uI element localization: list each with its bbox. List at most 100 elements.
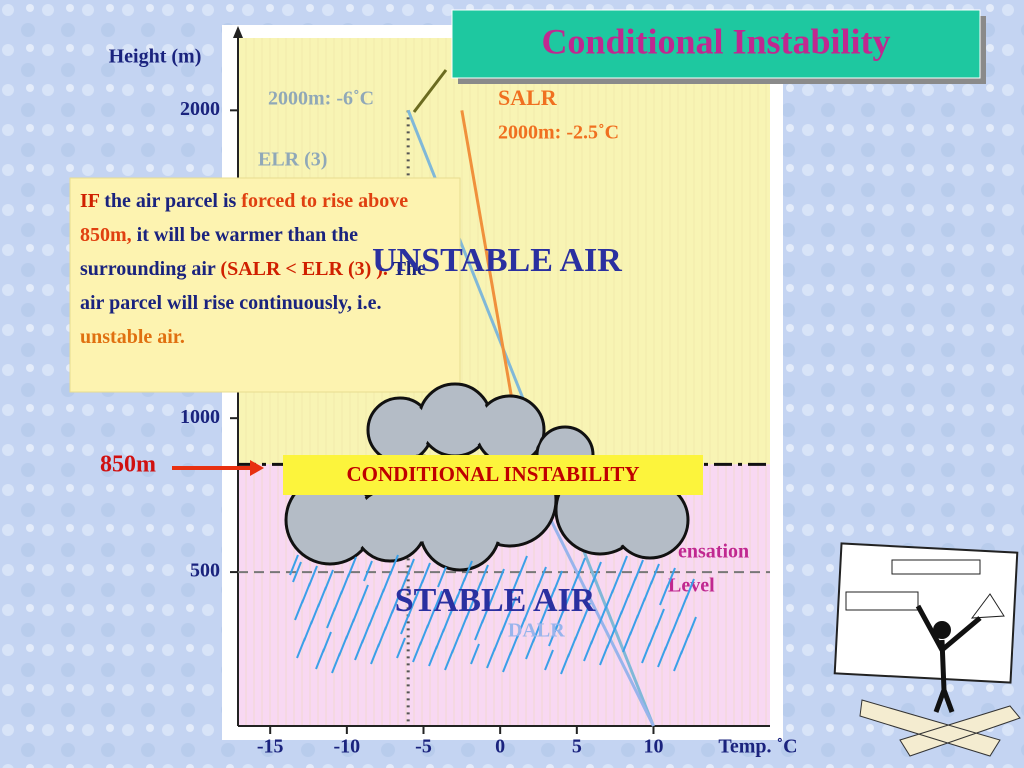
rain-streak (657, 646, 667, 668)
elr-label: ELR (3) (258, 149, 327, 171)
rain-streak (590, 623, 600, 645)
rain-streak (449, 594, 459, 616)
rain-streak (511, 572, 521, 594)
rain-streak (493, 630, 503, 652)
rain-streak (604, 589, 614, 611)
x-tick-label: 5 (572, 736, 582, 758)
x-axis-label: Temp. ˚C (718, 736, 797, 758)
rain-streak (502, 651, 512, 673)
dalr-label: DALR (508, 620, 565, 642)
rain-streak (606, 627, 616, 649)
presenter-icon (833, 542, 1021, 757)
rain-streak (500, 613, 510, 635)
info-text-run: unstable air. (80, 326, 185, 348)
rain-streak (308, 565, 318, 587)
rain-streak (315, 648, 325, 670)
y-axis-arrow (233, 26, 243, 38)
rain-streak (292, 561, 302, 583)
rain-streak (648, 625, 658, 647)
rain-streak (389, 554, 399, 576)
rain-streak (581, 602, 591, 624)
rain-streak (516, 617, 526, 639)
rain-streak (486, 647, 496, 669)
stable-label: STABLE AIR (395, 582, 596, 619)
info-text-run: forced to rise above (241, 190, 413, 212)
rain-streak (576, 557, 586, 579)
rain-streak (444, 649, 454, 671)
rain-streak (650, 563, 660, 585)
rain-streak (354, 639, 364, 661)
rain-streak (518, 555, 528, 577)
rain-streak (421, 562, 431, 584)
rain-streak (537, 566, 547, 588)
rain-streak (391, 592, 401, 614)
info-text-run: 850m, (80, 224, 132, 246)
info-text-run: IF (80, 190, 100, 212)
y-tick-label: 1000 (180, 406, 220, 428)
rain-streak (289, 554, 299, 576)
info-box (69, 177, 461, 393)
rain-streak (666, 567, 676, 589)
rain-streak (599, 644, 609, 666)
rain-streak (620, 593, 630, 615)
rain-streak (495, 568, 505, 590)
rain-streak (331, 652, 341, 674)
info-text-run: surrounding air (80, 258, 220, 280)
rain-streak (465, 598, 475, 620)
elr-pointer (412, 69, 448, 113)
rain-streak (317, 586, 327, 608)
rain-streak (643, 580, 653, 602)
rain-streak (659, 584, 669, 606)
rain-streak (548, 625, 558, 647)
rain-streak (296, 637, 306, 659)
rain-streak (463, 560, 473, 582)
cloud-fill (288, 478, 372, 562)
y-tick-label: 500 (190, 560, 220, 582)
rain-streak (363, 560, 373, 582)
rain-streak (636, 597, 646, 619)
rain-streak (396, 637, 406, 659)
salr-note: 2000m: -2.5˚C (498, 122, 619, 144)
rain-streak (678, 595, 688, 617)
rain-streak (671, 612, 681, 634)
rain-streak (433, 590, 443, 612)
rain-streak (407, 596, 417, 618)
rain-streak (539, 604, 549, 626)
rain-streak (310, 603, 320, 625)
rain-streak (456, 577, 466, 599)
rain-streak (368, 605, 378, 627)
rain-streak (555, 608, 565, 630)
rain-streak (398, 575, 408, 597)
cloud-fill (478, 398, 542, 462)
rain-streak (301, 582, 311, 604)
rain-streak (458, 615, 468, 637)
elr-note: 2000m: -6˚C (268, 88, 374, 110)
title: Conditional Instability (541, 21, 890, 61)
rain-streak (509, 634, 519, 656)
rain-streak (405, 558, 415, 580)
rain-streak (359, 584, 369, 606)
rain-streak (338, 635, 348, 657)
rain-streak (553, 570, 563, 592)
rain-streak (634, 559, 644, 581)
x-tick-label: -10 (334, 736, 361, 758)
rain-streak (629, 614, 639, 636)
rain-streak (451, 632, 461, 654)
info-text: IF the air parcel is forced to rise abov… (80, 190, 431, 348)
rain-streak (687, 616, 697, 638)
title-box (451, 9, 981, 79)
rain-streak (419, 624, 429, 646)
rain-streak (481, 602, 491, 624)
x-tick-label: 10 (643, 736, 663, 758)
cloud-fill (614, 484, 686, 556)
y-tick-label: 2000 (180, 98, 220, 120)
cloud-fill (421, 386, 489, 454)
level-label: 850m (100, 452, 156, 478)
conditional-box (283, 455, 703, 495)
rain-streak (544, 649, 554, 671)
info-text-run: the air parcel is (99, 190, 241, 212)
rain-streak (664, 629, 674, 651)
rain-streak (474, 619, 484, 641)
rain-streak (560, 653, 570, 675)
